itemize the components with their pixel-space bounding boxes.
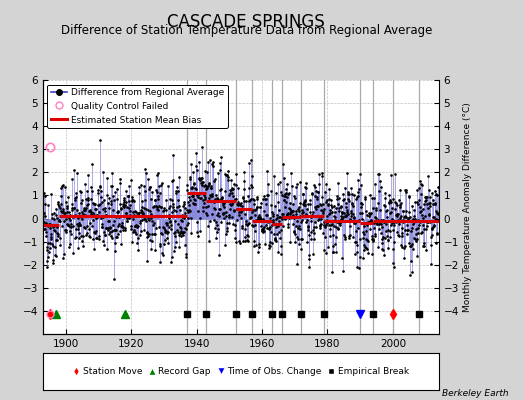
Legend: Difference from Regional Average, Quality Control Failed, Estimated Station Mean: Difference from Regional Average, Qualit… — [48, 84, 228, 128]
Text: CASCADE SPRINGS: CASCADE SPRINGS — [167, 13, 325, 31]
Y-axis label: Monthly Temperature Anomaly Difference (°C): Monthly Temperature Anomaly Difference (… — [463, 102, 472, 312]
Text: Difference of Station Temperature Data from Regional Average: Difference of Station Temperature Data f… — [61, 24, 432, 37]
Legend: Station Move, Record Gap, Time of Obs. Change, Empirical Break: Station Move, Record Gap, Time of Obs. C… — [69, 364, 412, 380]
Text: Berkeley Earth: Berkeley Earth — [442, 389, 508, 398]
